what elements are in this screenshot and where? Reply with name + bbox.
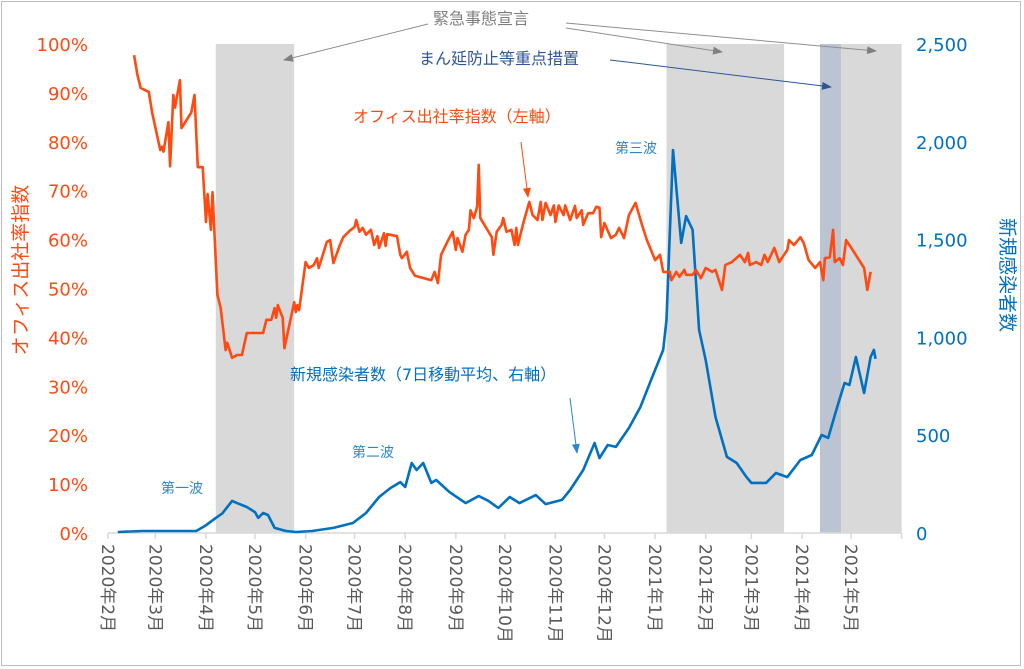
wave1-label: 第一波 [161, 480, 203, 497]
right-tick-label: 1,000 [916, 328, 968, 349]
new-cases-line [117, 148, 877, 534]
emergency-arrow-2 [565, 27, 723, 55]
left-tick-label: 20% [48, 426, 88, 447]
shaded-period-manbo [819, 44, 842, 533]
x-tick-label: 2020年5月 [244, 544, 264, 632]
x-tick-label: 2020年4月 [195, 544, 215, 632]
office-arrow [520, 141, 531, 198]
office-label: オフィス出社率指数（左軸） [353, 107, 561, 126]
x-tick-label: 2021年5月 [840, 544, 860, 632]
left-tick-label: 100% [37, 35, 88, 56]
emergency-arrow-1 [283, 23, 429, 62]
x-tick-label: 2020年8月 [394, 544, 414, 632]
right-tick-label: 2,500 [916, 35, 968, 56]
x-tick-label: 2021年1月 [644, 544, 664, 632]
emergency-label: 緊急事態宣言 [433, 9, 529, 28]
cases-arrow [569, 397, 580, 454]
x-tick-label: 2020年7月 [344, 544, 364, 632]
x-tick-label: 2020年10月 [494, 544, 514, 643]
x-tick-label: 2021年3月 [740, 544, 760, 632]
shaded-period-emergency [841, 44, 902, 533]
x-tick-label: 2020年12月 [593, 544, 613, 643]
axes: 2020年2月 2020年3月 2020年4月 2020年5月 2020年6月 2020年… [37, 35, 968, 643]
right-axis-title: 新規感染者数 [996, 218, 1018, 332]
manbo-label: まん延防止等重点措置 [419, 49, 579, 68]
wave2-label: 第二波 [352, 444, 394, 461]
x-tick-label: 2021年2月 [695, 544, 715, 632]
left-tick-label: 10% [48, 475, 88, 496]
emergency-arrow-3 [565, 22, 877, 55]
annotations: 緊急事態宣言 まん延防止等重点措置 オフィス出社率指数（左軸） 第三波 新規感染… [161, 9, 877, 497]
series-lines [117, 54, 877, 534]
right-tick-label: 500 [916, 426, 950, 447]
right-tick-label: 0 [916, 524, 927, 545]
left-tick-label: 70% [48, 182, 88, 203]
shaded-period-emergency [215, 44, 295, 533]
left-tick-label: 30% [48, 377, 88, 398]
x-tick-label: 2020年6月 [295, 544, 315, 632]
x-tick-label: 2020年3月 [144, 544, 164, 632]
office-rate-line [132, 54, 872, 360]
manbo-arrow [609, 59, 832, 90]
shaded-period-emergency [666, 44, 785, 533]
wave3-label: 第三波 [615, 140, 657, 157]
left-axis-title: オフィス出社率指数 [10, 185, 32, 356]
left-tick-label: 60% [48, 231, 88, 252]
left-tick-label: 90% [48, 84, 88, 105]
x-tick-label: 2020年2月 [97, 544, 117, 632]
left-tick-label: 40% [48, 328, 88, 349]
x-tick-label: 2021年4月 [791, 544, 811, 632]
right-tick-label: 2,000 [916, 133, 968, 154]
x-tick-label: 2020年11月 [544, 544, 564, 643]
left-tick-label: 0% [59, 524, 88, 545]
left-tick-label: 50% [48, 280, 88, 301]
cases-label: 新規感染者数（7日移動平均、右軸） [290, 365, 556, 384]
left-tick-label: 80% [48, 133, 88, 154]
x-tick-label: 2020年9月 [445, 544, 465, 632]
right-tick-label: 1,500 [916, 231, 968, 252]
